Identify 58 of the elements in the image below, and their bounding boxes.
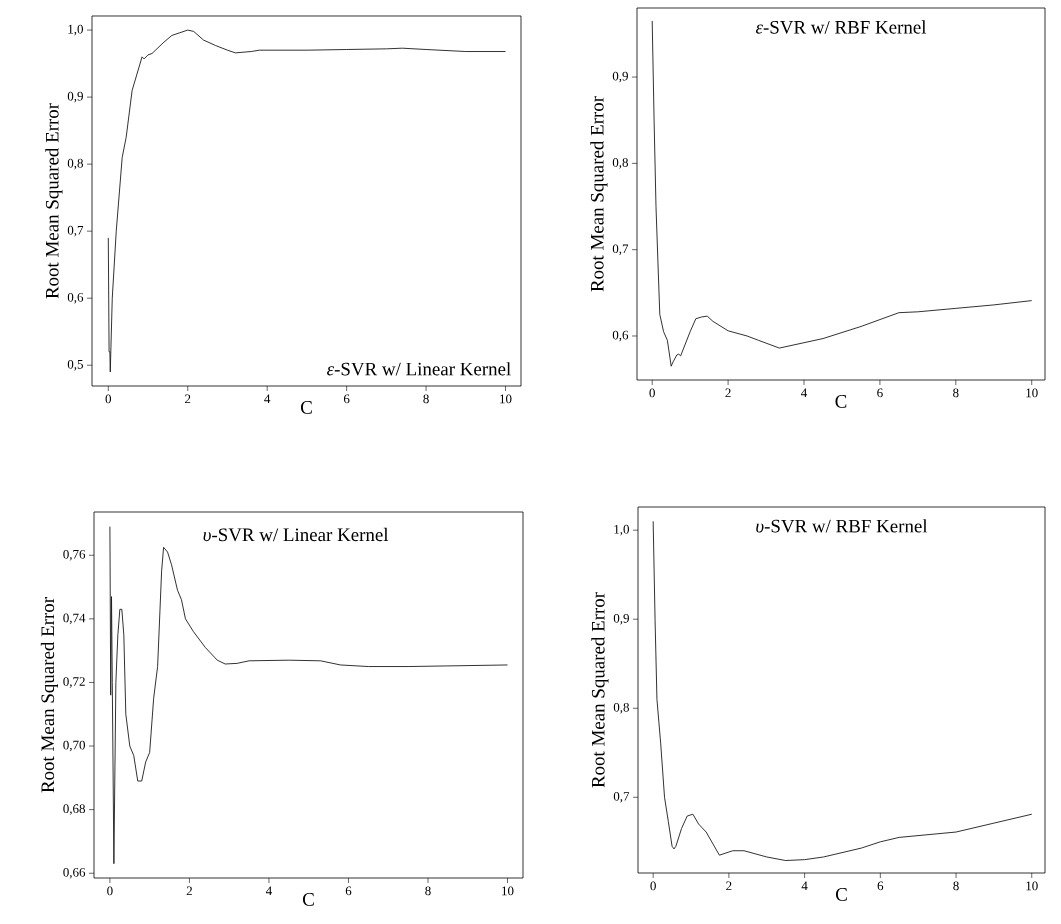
y-tick-label: 0,8	[613, 702, 629, 714]
x-tick-label: 6	[877, 388, 883, 398]
x-tick-label: 4	[264, 394, 271, 404]
y-tick-label: 0,70	[63, 740, 85, 752]
y-tick-label: 0,7	[612, 244, 629, 255]
y-tick-label: 0,9	[612, 71, 628, 83]
y-tick-label: 0,8	[612, 158, 628, 169]
y-tick-label: 0,7	[613, 792, 630, 803]
x-tick-label: 6	[345, 886, 352, 896]
y-tick-label: 0,66	[63, 867, 86, 879]
x-tick-label: 0	[650, 881, 656, 891]
x-tick-label: 0	[105, 394, 112, 404]
x-tick-label: 8	[953, 388, 959, 398]
x-tick-label: 10	[500, 394, 512, 404]
x-tick-label: 2	[725, 388, 731, 398]
x-tick-label: 6	[877, 881, 884, 891]
x-tick-label: 0	[649, 388, 655, 398]
chart-title: υ-SVR w/ RBF Kernel	[756, 519, 928, 533]
x-tick-label: 10	[1026, 881, 1038, 891]
x-tick-label: 10	[502, 886, 514, 896]
y-tick-label: 1,0	[68, 24, 83, 36]
x-tick-label: 4	[801, 881, 808, 891]
x-tick-label: 8	[423, 394, 429, 404]
y-axis-title: Root Mean Squared Error	[591, 592, 609, 788]
x-axis-title: C	[835, 888, 847, 901]
y-tick-label: 0,76	[63, 549, 86, 561]
x-tick-label: 8	[953, 881, 959, 891]
y-tick-label: 0,74	[63, 613, 86, 625]
x-tick-label: 2	[726, 881, 732, 891]
x-tick-label: 6	[343, 394, 350, 404]
text: υ-SVR w/ Linear Kernel	[203, 527, 389, 542]
x-axis-title: C	[835, 395, 847, 408]
y-tick-label: 0,68	[63, 804, 85, 815]
x-tick-label: 4	[801, 388, 808, 398]
y-tick-label: 0,5	[67, 359, 83, 371]
y-axis-title: Root Mean Squared Error	[40, 597, 58, 793]
y-tick-label: 0,8	[67, 158, 83, 170]
x-tick-label: 2	[186, 886, 192, 896]
y-tick-label: 0,9	[613, 613, 629, 625]
x-axis-title: C	[300, 401, 312, 414]
x-tick-label: 10	[1026, 388, 1038, 398]
line-series	[109, 526, 508, 865]
y-tick-label: 0,72	[63, 677, 85, 688]
x-axis-title: C	[302, 893, 314, 906]
y-tick-label: 0,9	[67, 91, 83, 103]
x-tick-label: 2	[185, 394, 191, 404]
y-tick-label: 0,6	[612, 330, 629, 342]
text: ε-SVR w/ RBF Kernel	[755, 20, 927, 34]
x-tick-label: 0	[107, 886, 113, 896]
y-axis-title: Root Mean Squared Error	[590, 96, 608, 292]
y-axis-title: Root Mean Squared Error	[45, 103, 63, 299]
x-tick-label: 4	[265, 886, 272, 896]
line-series	[651, 20, 1033, 367]
y-tick-label: 0,6	[67, 292, 84, 304]
y-tick-label: 1,0	[614, 524, 629, 536]
y-tick-label: 0,7	[67, 225, 84, 237]
x-tick-label: 8	[425, 886, 431, 896]
text: ε-SVR w/ Linear Kernel	[327, 362, 511, 376]
